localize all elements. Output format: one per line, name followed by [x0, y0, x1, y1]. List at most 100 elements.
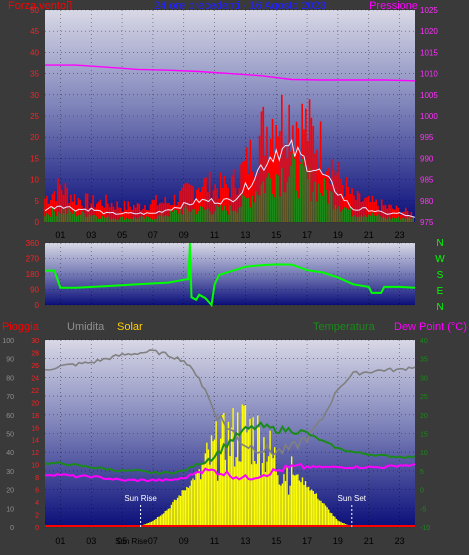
- wind-direction-line: [45, 242, 416, 308]
- pressure-tick-label: 975: [420, 218, 434, 227]
- x-tick-label: 07: [148, 536, 158, 546]
- rain-tick-label: 14: [31, 438, 39, 445]
- pressure-tick-label: 985: [420, 176, 434, 185]
- wind-pressure-panel: 0510152025303540455097598098599099510001…: [30, 6, 438, 240]
- rain-tick-label: 16: [31, 425, 39, 432]
- x-tick-label: 01: [55, 536, 65, 546]
- direction-tick-label: 0: [35, 301, 40, 310]
- pressure-tick-label: 1025: [420, 6, 438, 15]
- x-tick-label: 23: [395, 536, 405, 546]
- rain-tick-label: 24: [31, 375, 39, 382]
- x-tick-label: 03: [86, 230, 96, 240]
- x-tick-label: 09: [179, 230, 189, 240]
- legend-umidita: Umidita: [67, 321, 105, 333]
- rain-tick-label: 12: [31, 450, 39, 457]
- chart-title: 24 ore precedenti - 16 Agosto 2023: [154, 0, 326, 12]
- x-tick-label: 17: [302, 230, 312, 240]
- x-tick-label: 13: [240, 230, 250, 240]
- temp-tick-label: 15: [420, 432, 428, 439]
- pressure-tick-label: 990: [420, 154, 434, 163]
- panel1-axes: 0510152025303540455097598098599099510001…: [30, 6, 438, 240]
- rain-tick-label: 4: [35, 500, 39, 507]
- humidity-tick-label: 80: [6, 375, 14, 382]
- temp-tick-label: -5: [420, 506, 426, 513]
- x-tick-label: 09: [179, 536, 189, 546]
- legend-dew-point: Dew Point (°C): [394, 321, 467, 333]
- direction-tick-label: 90: [30, 286, 39, 295]
- rain-tick-label: 20: [31, 400, 39, 407]
- rain-tick-label: 2: [35, 513, 39, 520]
- pressure-tick-label: 1020: [420, 27, 438, 36]
- x-tick-label: 01: [55, 230, 65, 240]
- rain-tick-label: 0: [35, 525, 39, 532]
- wind-tick-label: 20: [30, 133, 39, 142]
- wind-tick-label: 15: [30, 154, 39, 163]
- x-tick-label: 19: [333, 536, 343, 546]
- compass-label: E: [437, 286, 444, 297]
- humidity-tick-label: 40: [6, 450, 14, 457]
- humidity-tick-label: 60: [6, 413, 14, 420]
- panel2-marks: [45, 242, 416, 308]
- wind-tick-label: 5: [35, 197, 40, 206]
- temp-tick-label: 5: [420, 469, 424, 476]
- legend-pioggia: Pioggia: [2, 321, 40, 333]
- pressure-tick-label: 1015: [420, 48, 438, 57]
- rain-tick-label: 8: [35, 475, 39, 482]
- humidity-tick-label: 100: [2, 338, 14, 345]
- legend-temperatura: Temperatura: [313, 321, 376, 333]
- dew-point-line: [44, 462, 416, 483]
- x-tick-label: 13: [240, 536, 250, 546]
- temp-tick-label: 10: [420, 450, 428, 457]
- temp-tick-label: 35: [420, 357, 428, 364]
- sun-marker-label: Sun Set: [338, 494, 367, 503]
- x-tick-label: 15: [271, 536, 281, 546]
- pressure-tick-label: 1005: [420, 91, 438, 100]
- x-tick-label: 15: [271, 230, 281, 240]
- temp-tick-label: 0: [420, 488, 424, 495]
- rain-humidity-temp-panel: Sun Rise Sun Set Sun Rise0102030405060708…: [2, 338, 430, 546]
- rain-tick-label: 26: [31, 363, 39, 370]
- x-tick-label: 21: [364, 536, 374, 546]
- x-tick-label: 11: [210, 230, 219, 240]
- x-tick-label: 05: [117, 230, 127, 240]
- wind-tick-label: 50: [30, 6, 39, 15]
- wind-tick-label: 40: [30, 48, 39, 57]
- wind-axis-label: Forza vento[]: [8, 0, 72, 12]
- temperature-line: [44, 421, 416, 476]
- x-tick-label: 11: [210, 536, 219, 546]
- humidity-tick-label: 20: [6, 488, 14, 495]
- x-tick-label: 23: [395, 230, 405, 240]
- panel3-axes: Sun Rise01020304050607080901000246810121…: [2, 338, 430, 546]
- x-tick-label: 17: [302, 536, 312, 546]
- wind-tick-label: 10: [30, 176, 39, 185]
- pressure-tick-label: 1000: [420, 112, 438, 121]
- panel1-marks: [44, 64, 416, 222]
- rain-tick-label: 10: [31, 463, 39, 470]
- wind-tick-label: 0: [35, 218, 40, 227]
- compass-label: N: [436, 238, 443, 249]
- temp-tick-label: 25: [420, 394, 428, 401]
- pressure-tick-label: 980: [420, 197, 434, 206]
- rain-tick-label: 22: [31, 388, 39, 395]
- pressure-axis-label: Pressione: [369, 0, 418, 12]
- humidity-tick-label: 50: [6, 432, 14, 439]
- wind-tick-label: 25: [30, 112, 39, 121]
- x-tick-label: 03: [86, 536, 96, 546]
- wind-tick-label: 30: [30, 91, 39, 100]
- temp-tick-label: -10: [420, 525, 430, 532]
- temp-tick-label: 30: [420, 375, 428, 382]
- temp-tick-label: 40: [420, 338, 428, 345]
- direction-tick-label: 360: [26, 239, 40, 248]
- sun-rise-time-label: Sun Rise: [115, 537, 148, 546]
- sun-marker-label: Sun Rise: [124, 494, 157, 503]
- rain-tick-label: 30: [31, 338, 39, 345]
- pressure-tick-label: 1010: [420, 70, 438, 79]
- wind-tick-label: 35: [30, 70, 39, 79]
- panel2-grid: [45, 242, 415, 306]
- mean-wind-line: [44, 138, 416, 218]
- wind-tick-label: 45: [30, 27, 39, 36]
- x-tick-label: 19: [333, 230, 343, 240]
